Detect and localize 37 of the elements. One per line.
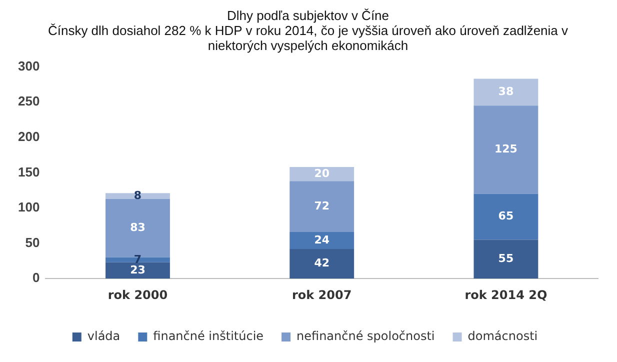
data-label: 55 (498, 252, 514, 266)
bar (474, 194, 538, 240)
legend-label: nefinančné spoločnosti (296, 329, 435, 344)
data-label: 42 (314, 256, 330, 270)
data-label: 24 (314, 233, 330, 246)
legend-label: domácnosti (468, 329, 538, 344)
data-label: 38 (498, 85, 514, 98)
bar (106, 257, 170, 262)
chart-subtitle: Čínsky dlh dosiahol 282 % k HDP v roku 2014, čo je vyššia úroveň ako úroveň zadlženia v niektorých vyspelých ekonomikách (46, 23, 570, 53)
bar (106, 262, 170, 279)
y-tick-label: 300 (18, 58, 40, 74)
data-label: 125 (494, 142, 518, 156)
data-label: 83 (130, 220, 146, 234)
x-tick-label: rok 2000 (108, 288, 168, 302)
y-tick-label: 250 (18, 94, 40, 109)
bar (290, 181, 354, 232)
data-label: 23 (130, 263, 146, 276)
bar (474, 106, 538, 194)
data-label: 20 (314, 166, 330, 180)
legend-label: finančné inštitúcie (153, 329, 264, 344)
y-tick-label: 150 (18, 164, 40, 180)
data-label: 72 (314, 199, 330, 212)
x-tick-label: rok 2014 2Q (464, 288, 548, 302)
bar (474, 78, 538, 106)
bar (290, 167, 354, 182)
y-tick-label: 0 (32, 270, 40, 286)
legend-label: vláda (87, 329, 120, 344)
y-tick-label: 200 (18, 128, 40, 144)
data-label: 65 (498, 210, 514, 223)
y-tick-label: 100 (18, 200, 40, 215)
y-tick-label: 50 (25, 234, 40, 250)
bar (290, 232, 354, 249)
bar (474, 240, 538, 279)
bar (290, 248, 354, 279)
chart-title: Dlhy podľa subjektov v Číne (226, 8, 390, 23)
data-label: 8 (134, 188, 142, 202)
x-tick-label: rok 2007 (292, 288, 352, 302)
